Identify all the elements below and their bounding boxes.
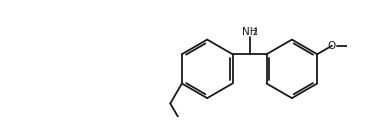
- Text: NH: NH: [242, 26, 257, 37]
- Text: 2: 2: [253, 28, 257, 37]
- Text: O: O: [328, 41, 336, 51]
